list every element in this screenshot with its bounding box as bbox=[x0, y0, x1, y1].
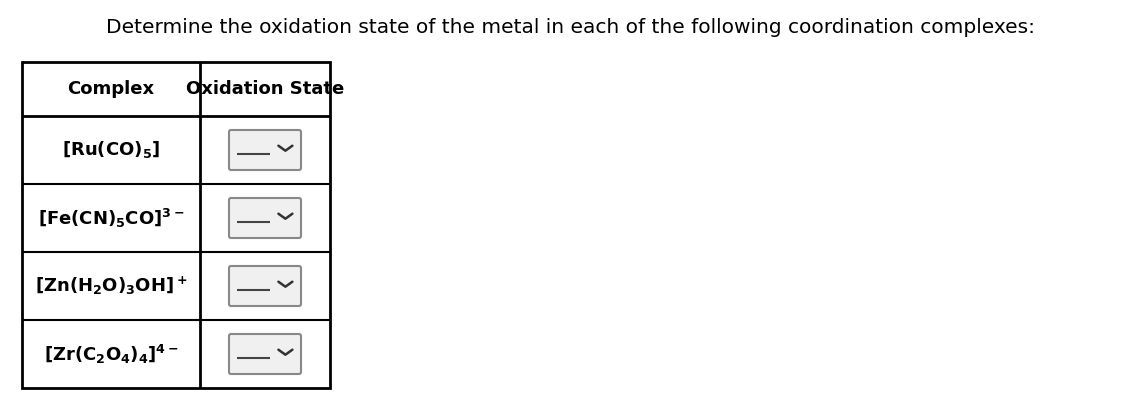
FancyBboxPatch shape bbox=[229, 266, 301, 306]
FancyBboxPatch shape bbox=[229, 198, 301, 238]
FancyBboxPatch shape bbox=[229, 130, 301, 170]
FancyBboxPatch shape bbox=[229, 334, 301, 374]
Text: $\mathbf{[Ru(CO)_5]}$: $\mathbf{[Ru(CO)_5]}$ bbox=[62, 140, 160, 160]
Bar bbox=[22, 62, 329, 388]
Text: $\mathbf{[Zr(C_2O_4)_4]^{4-}}$: $\mathbf{[Zr(C_2O_4)_4]^{4-}}$ bbox=[43, 342, 178, 366]
Text: Complex: Complex bbox=[67, 80, 155, 98]
Text: $\mathbf{[Fe(CN)_5CO]^{3-}}$: $\mathbf{[Fe(CN)_5CO]^{3-}}$ bbox=[38, 206, 185, 230]
Text: Oxidation State: Oxidation State bbox=[186, 80, 344, 98]
Text: Determine the oxidation state of the metal in each of the following coordination: Determine the oxidation state of the met… bbox=[106, 18, 1034, 37]
Text: $\mathbf{[Zn(H_2O)_3OH]^+}$: $\mathbf{[Zn(H_2O)_3OH]^+}$ bbox=[35, 275, 187, 297]
